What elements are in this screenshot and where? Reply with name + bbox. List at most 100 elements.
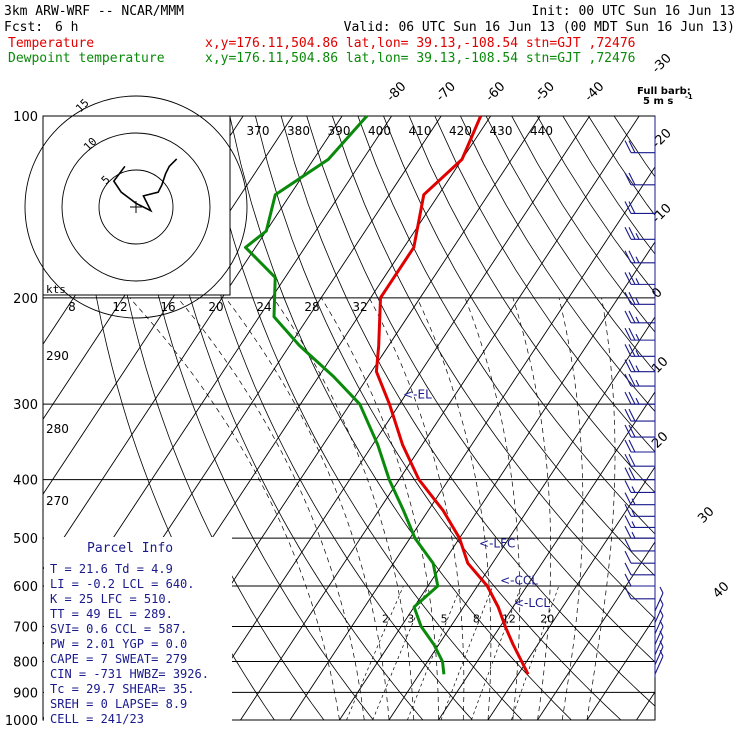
temperature-legend: Temperature — [8, 36, 94, 51]
wind-barb — [624, 573, 655, 587]
wind-barb-feather — [631, 486, 636, 493]
temperature-axis-tick: 12 — [112, 300, 127, 314]
wind-barb-feather — [659, 620, 664, 627]
wind-barb-feather — [628, 310, 636, 324]
dewpoint-point-info: x,y=176.11,504.86 lat,lon= 39.13,-108.54… — [205, 51, 635, 66]
isotherm-line — [388, 316, 655, 721]
forecast-label: Fcst: — [4, 20, 43, 35]
dry-adiabat-line — [178, 116, 473, 721]
parcel-row: SREH = 0 LAPSE= 8.9 — [50, 697, 187, 711]
barb-legend: Full barb: 5 m s -1 — [637, 86, 693, 107]
wind-barb-feather — [624, 373, 632, 387]
wind-barb-feather — [628, 391, 636, 405]
wind-barb-feather — [624, 310, 632, 324]
isotherm-label: -60 — [483, 79, 509, 105]
wind-barb — [624, 344, 655, 357]
wind-barb-feather — [628, 250, 636, 264]
dry-adiabat-line — [460, 116, 655, 413]
wind-barb — [624, 515, 655, 529]
dry-adiabat-line — [536, 116, 655, 294]
moist-adiabat-line — [416, 297, 492, 721]
wind-barb — [624, 140, 655, 154]
wind-barb-feather — [628, 359, 636, 372]
pressure-tick-label: 400 — [13, 474, 38, 489]
wind-barb-feather — [624, 292, 632, 305]
hodograph-ring — [98, 169, 174, 245]
wind-barb-feather — [628, 467, 636, 480]
wind-barb-staff — [654, 646, 664, 665]
wind-barb-feather — [659, 650, 664, 657]
isotherm-label: 0 — [649, 285, 665, 301]
wind-barb-feather — [624, 562, 632, 576]
wind-barb-staff — [654, 636, 664, 656]
isotherm-label: -70 — [433, 79, 459, 105]
wind-barb — [654, 609, 664, 635]
wind-barb-feather — [624, 140, 632, 153]
parcel-row: CIN = -731 HWBZ= 3926. — [50, 667, 209, 681]
isotherm-line — [190, 116, 591, 721]
wind-barb — [624, 373, 655, 387]
hodograph-ring-label: 15 — [73, 96, 92, 115]
pressure-tick-label: 600 — [13, 580, 38, 595]
valid-time: Valid: 06 UTC Sun 16 Jun 13 (00 MDT Sun … — [344, 20, 735, 35]
wind-barb-feather — [624, 453, 632, 467]
theta-label: 270 — [46, 494, 69, 508]
hodograph-ring — [61, 132, 211, 282]
forecast-hour: 6 h — [55, 20, 78, 35]
parcel-row: CAPE = 7 SWEAT= 279 — [50, 652, 187, 666]
wind-barb-feather — [624, 504, 632, 517]
dry-adiabat-line — [280, 116, 655, 707]
model-title: 3km ARW-WRF -- NCAR/MMM — [4, 4, 184, 19]
dry-adiabat-line — [306, 116, 655, 663]
dry-adiabat-line — [383, 116, 655, 535]
isotherm-line — [43, 116, 343, 571]
parcel-row: LI = -0.2 LCL = 640. — [50, 577, 195, 591]
parcel-info-title: Parcel Info — [87, 541, 173, 556]
wind-barb — [624, 467, 655, 481]
isotherm-line — [438, 391, 655, 721]
wind-barb — [624, 272, 655, 285]
wind-barb — [624, 227, 655, 240]
isotherm-label: -80 — [384, 79, 410, 105]
isotherm-line — [686, 116, 740, 720]
wind-barb-feather — [628, 408, 636, 422]
wind-barb-feather — [635, 278, 640, 285]
wind-barb-feather — [659, 586, 664, 594]
wind-barb — [654, 598, 664, 623]
wind-barb — [624, 327, 655, 341]
wind-barb — [654, 620, 664, 645]
wind-barb — [654, 650, 664, 675]
wind-barb — [624, 453, 655, 467]
mixing-ratio-label: 12 — [502, 612, 516, 625]
moist-adiabat-line — [512, 297, 552, 721]
wind-barb-feather — [628, 424, 636, 438]
wind-barb-feather — [628, 201, 636, 214]
dewpoint-legend: Dewpoint temperature — [8, 51, 165, 66]
moist-adiabat-line — [586, 297, 616, 721]
isotherm-label: 30 — [695, 504, 717, 526]
wind-barb — [654, 630, 664, 656]
wind-barb-feather — [635, 333, 640, 341]
wind-barb-feather — [635, 233, 640, 240]
isotherm-line — [289, 166, 655, 721]
dry-adiabat-line — [152, 116, 424, 721]
wind-barb-feather — [659, 630, 664, 638]
mixing-ratio-label: 8 — [473, 612, 480, 625]
wind-barb-feather — [628, 172, 636, 186]
wind-barb-feather — [631, 510, 636, 517]
barb-legend-line2: 5 m s — [643, 96, 673, 107]
pressure-tick-label: 1000 — [5, 714, 38, 729]
temperature-trace — [374, 115, 530, 675]
hodograph-ring — [24, 95, 248, 319]
isotherm-label: -50 — [532, 79, 558, 105]
wind-barb-feather — [624, 550, 632, 564]
wind-barb — [624, 525, 655, 539]
temperature-point-info: x,y=176.11,504.86 lat,lon= 39.13,-108.54… — [205, 36, 635, 51]
isotherm-line — [240, 116, 640, 721]
hodograph-units-label: kts — [46, 283, 66, 296]
temperature-axis-tick: 24 — [256, 300, 271, 314]
mixing-ratio-label: 20 — [540, 612, 554, 625]
wind-barb-feather — [624, 538, 632, 552]
wind-barb-feather — [624, 573, 632, 587]
dry-adiabat-line — [434, 116, 655, 453]
